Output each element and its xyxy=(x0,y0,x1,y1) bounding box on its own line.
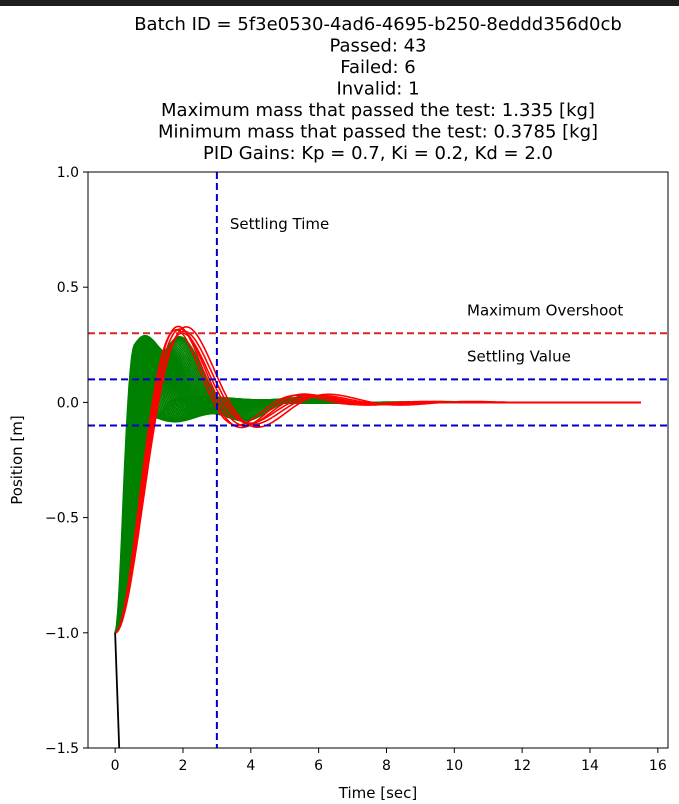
plot-area-frame xyxy=(87,171,669,749)
chart-title: Batch ID = 5f3e0530-4ad6-4695-b250-8eddd… xyxy=(134,14,622,164)
y-tick-label: 0.5 xyxy=(57,280,79,296)
title-line: Passed: 43 xyxy=(329,36,426,57)
x-tick-label: 6 xyxy=(314,758,323,774)
reference-lines xyxy=(88,172,668,748)
title-line: Maximum mass that passed the test: 1.335… xyxy=(161,100,595,121)
response-curves xyxy=(114,325,641,749)
y-axis-ticks: 1.0 0.5 0.0 −0.5 −1.0 −1.5 xyxy=(45,165,88,757)
passed-response-line xyxy=(114,350,641,634)
x-tick-label: 0 xyxy=(111,758,120,774)
x-tick-label: 14 xyxy=(581,758,599,774)
x-tick-label: 8 xyxy=(382,758,391,774)
x-axis-label: Time [sec] xyxy=(338,784,417,802)
y-tick-label: −1.0 xyxy=(45,626,79,642)
y-tick-label: −0.5 xyxy=(45,511,79,527)
title-line: Invalid: 1 xyxy=(336,79,419,100)
x-tick-label: 4 xyxy=(246,758,255,774)
title-line: Minimum mass that passed the test: 0.378… xyxy=(158,122,598,143)
failed-response-line xyxy=(114,326,641,634)
reference-line-label: Settling Value xyxy=(467,347,571,365)
window-top-bar xyxy=(0,0,679,6)
x-tick-label: 10 xyxy=(445,758,463,774)
y-axis-label: Position [m] xyxy=(8,415,26,505)
x-axis-ticks: 0 2 4 6 8 10 12 14 16 xyxy=(111,748,667,774)
x-tick-label: 12 xyxy=(513,758,531,774)
y-tick-label: 0.0 xyxy=(57,395,79,411)
reference-line-labels: Maximum Overshoot Settling Value Settling … xyxy=(230,215,624,365)
reference-line-label: Settling Time xyxy=(230,215,329,233)
reference-line-label: Maximum Overshoot xyxy=(467,301,623,319)
y-tick-label: 1.0 xyxy=(57,165,79,181)
invalid-response-line xyxy=(114,632,121,749)
x-tick-label: 16 xyxy=(649,758,667,774)
x-tick-label: 2 xyxy=(179,758,188,774)
title-line: Batch ID = 5f3e0530-4ad6-4695-b250-8eddd… xyxy=(134,14,622,35)
title-line: PID Gains: Kp = 0.7, Ki = 0.2, Kd = 2.0 xyxy=(203,143,553,164)
title-line: Failed: 6 xyxy=(340,57,415,78)
y-tick-label: −1.5 xyxy=(45,741,79,757)
